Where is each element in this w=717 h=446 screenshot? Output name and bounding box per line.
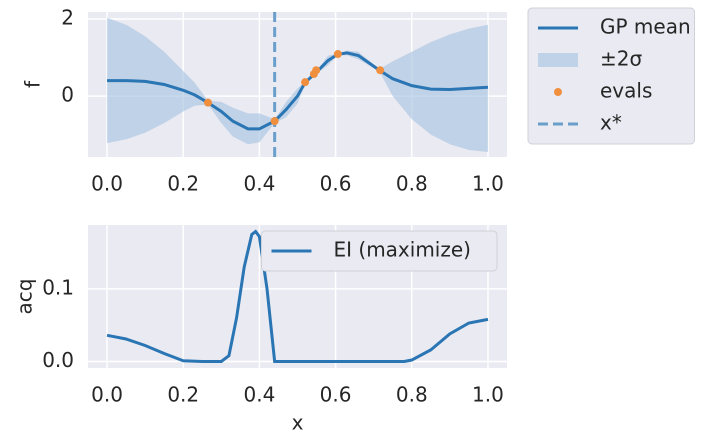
x-tick-label: 0.0 <box>91 172 123 196</box>
point <box>333 50 342 59</box>
x-tick-label: 0.4 <box>244 172 276 196</box>
legend-symbol <box>554 88 562 96</box>
legend-symbol <box>538 53 578 67</box>
y-tick-label: 0 <box>61 83 74 107</box>
x-tick-label: 0.8 <box>396 383 428 407</box>
legend: GP mean ±2σ evals x* <box>527 7 695 145</box>
x-tick-label: 0.8 <box>396 172 428 196</box>
legend-label: ±2σ <box>600 47 642 71</box>
point <box>301 78 310 87</box>
y-tick-label: 0.0 <box>42 348 74 372</box>
line <box>107 51 489 131</box>
x-tick-label: 0.6 <box>320 172 352 196</box>
y-tick-label: 0.1 <box>42 275 74 299</box>
x-tick-label: 0.4 <box>244 383 276 407</box>
x-tick-label: 1.0 <box>472 172 504 196</box>
point <box>376 66 385 75</box>
legend-label: EI (maximize) <box>334 238 471 262</box>
x-tick-label: 0.2 <box>167 383 199 407</box>
x-tick-label: 0.6 <box>320 383 352 407</box>
point <box>312 66 321 75</box>
line <box>106 229 489 363</box>
legend-box <box>527 7 695 145</box>
y-axis-label: f <box>21 80 45 88</box>
point <box>203 98 212 107</box>
y-tick-label: 2 <box>61 5 74 29</box>
legend-box <box>261 230 498 272</box>
y-axis-label: acq <box>13 279 37 315</box>
x-axis-label: x <box>292 411 304 435</box>
x-tick-label: 1.0 <box>472 383 504 407</box>
legend-label: GP mean <box>600 15 691 39</box>
x-tick-label: 0.2 <box>167 172 199 196</box>
legend-label: evals <box>600 79 652 103</box>
x-tick-label: 0.0 <box>91 383 123 407</box>
point <box>270 117 279 126</box>
legend-label: x* <box>600 111 622 135</box>
legend: EI (maximize) <box>261 230 498 272</box>
